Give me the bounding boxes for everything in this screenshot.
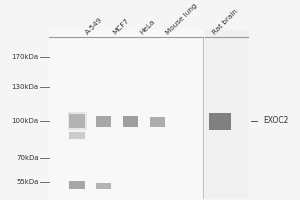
Bar	[69, 181, 85, 189]
Bar	[68, 112, 87, 130]
Bar	[69, 132, 85, 139]
Text: MCF7: MCF7	[112, 17, 130, 36]
Text: 70kDa: 70kDa	[16, 155, 38, 161]
Bar	[205, 30, 248, 199]
Bar	[68, 130, 87, 141]
Text: 100kDa: 100kDa	[11, 118, 38, 124]
Text: 130kDa: 130kDa	[11, 84, 38, 90]
Bar	[49, 30, 203, 199]
Text: Rat brain: Rat brain	[211, 8, 238, 36]
Bar	[97, 116, 111, 127]
Text: HeLa: HeLa	[138, 18, 156, 36]
Bar	[150, 117, 165, 127]
Bar	[97, 183, 111, 189]
Text: 170kDa: 170kDa	[11, 54, 38, 60]
Text: A-549: A-549	[85, 16, 104, 36]
Bar	[123, 116, 138, 127]
Bar	[69, 114, 85, 128]
Text: Mouse lung: Mouse lung	[165, 2, 199, 36]
Text: EXOC2: EXOC2	[263, 116, 288, 125]
Text: 55kDa: 55kDa	[16, 179, 38, 185]
Bar	[209, 113, 231, 130]
